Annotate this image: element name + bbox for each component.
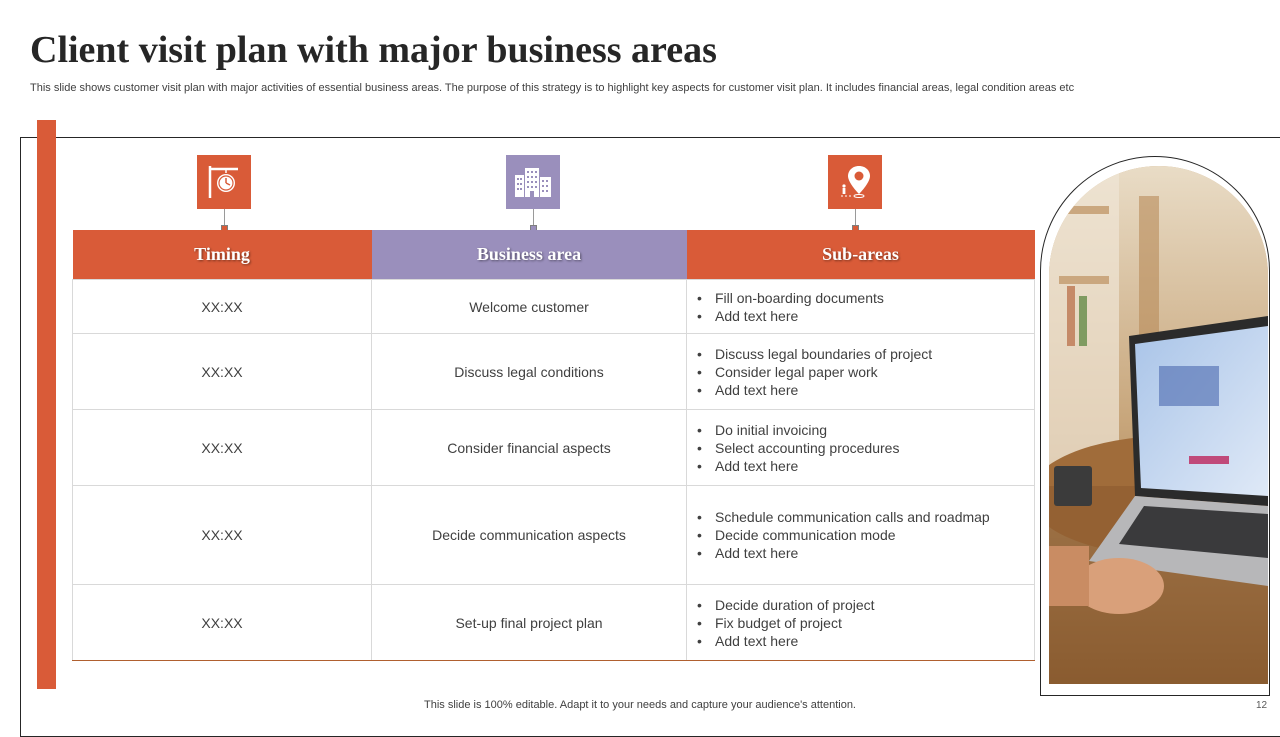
business-area-cell: Welcome customer: [371, 279, 687, 334]
timing-cell: XX:XX: [72, 279, 372, 334]
icon-connector: [224, 209, 225, 227]
office-building-icon: [506, 155, 560, 209]
clock-signboard-icon: [197, 155, 251, 209]
sub-area-item: Add text here: [697, 381, 1034, 399]
timing-cell: XX:XX: [72, 584, 372, 661]
business-area-cell: Consider financial aspects: [371, 409, 687, 486]
sub-area-item: Do initial invoicing: [697, 421, 1034, 439]
timing-cell: XX:XX: [72, 409, 372, 486]
business-area-cell: Decide communication aspects: [371, 485, 687, 585]
table-row: XX:XX Welcome customer Fill on-boarding …: [72, 279, 1035, 334]
header-timing: Timing: [72, 230, 372, 280]
slide-subtitle: This slide shows customer visit plan wit…: [30, 82, 1075, 94]
sub-areas-cell: Do initial invoicing Select accounting p…: [686, 409, 1035, 486]
footer-note: This slide is 100% editable. Adapt it to…: [424, 699, 856, 711]
sub-areas-cell: Decide duration of project Fix budget of…: [686, 584, 1035, 661]
sub-area-item: Select accounting procedures: [697, 439, 1034, 457]
header-sub-areas: Sub-areas: [686, 230, 1035, 280]
slide-title: Client visit plan with major business ar…: [30, 29, 717, 71]
arch-photo-frame: [1040, 156, 1270, 696]
icon-connector: [533, 209, 534, 227]
table-row: XX:XX Decide communication aspects Sched…: [72, 485, 1035, 585]
sub-areas-cell: Schedule communication calls and roadmap…: [686, 485, 1035, 585]
business-area-cell: Set-up final project plan: [371, 584, 687, 661]
sub-area-item: Discuss legal boundaries of project: [697, 345, 1034, 363]
sub-areas-list: Discuss legal boundaries of project Cons…: [687, 345, 1034, 399]
table-row: XX:XX Discuss legal conditions Discuss l…: [72, 333, 1035, 410]
sub-areas-list: Fill on-boarding documents Add text here: [687, 289, 1034, 325]
sub-area-item: Consider legal paper work: [697, 363, 1034, 381]
sub-areas-list: Do initial invoicing Select accounting p…: [687, 421, 1034, 475]
location-pin-icon: [828, 155, 882, 209]
icon-connector: [855, 209, 856, 227]
sub-areas-list: Decide duration of project Fix budget of…: [687, 596, 1034, 650]
sub-area-item: Schedule communication calls and roadmap: [697, 508, 1034, 526]
sub-area-item: Decide duration of project: [697, 596, 1034, 614]
timing-cell: XX:XX: [72, 485, 372, 585]
sub-area-item: Fill on-boarding documents: [697, 289, 1034, 307]
visit-plan-table: Timing Business area Sub-areas XX:XX Wel…: [72, 230, 1035, 661]
sub-areas-list: Schedule communication calls and roadmap…: [687, 508, 1034, 562]
sub-area-item: Add text here: [697, 632, 1034, 650]
laptop-photo: [1049, 166, 1268, 684]
sub-area-item: Fix budget of project: [697, 614, 1034, 632]
timing-cell: XX:XX: [72, 333, 372, 410]
sub-area-item: Decide communication mode: [697, 526, 1034, 544]
business-area-cell: Discuss legal conditions: [371, 333, 687, 410]
page-number: 12: [1256, 700, 1268, 711]
sub-area-item: Add text here: [697, 307, 1034, 325]
header-business-area: Business area: [371, 230, 687, 280]
sub-area-item: Add text here: [697, 457, 1034, 475]
table-row: XX:XX Set-up final project plan Decide d…: [72, 584, 1035, 661]
table-row: XX:XX Consider financial aspects Do init…: [72, 409, 1035, 486]
accent-bar: [37, 120, 56, 689]
sub-areas-cell: Fill on-boarding documents Add text here: [686, 279, 1035, 334]
sub-areas-cell: Discuss legal boundaries of project Cons…: [686, 333, 1035, 410]
sub-area-item: Add text here: [697, 544, 1034, 562]
